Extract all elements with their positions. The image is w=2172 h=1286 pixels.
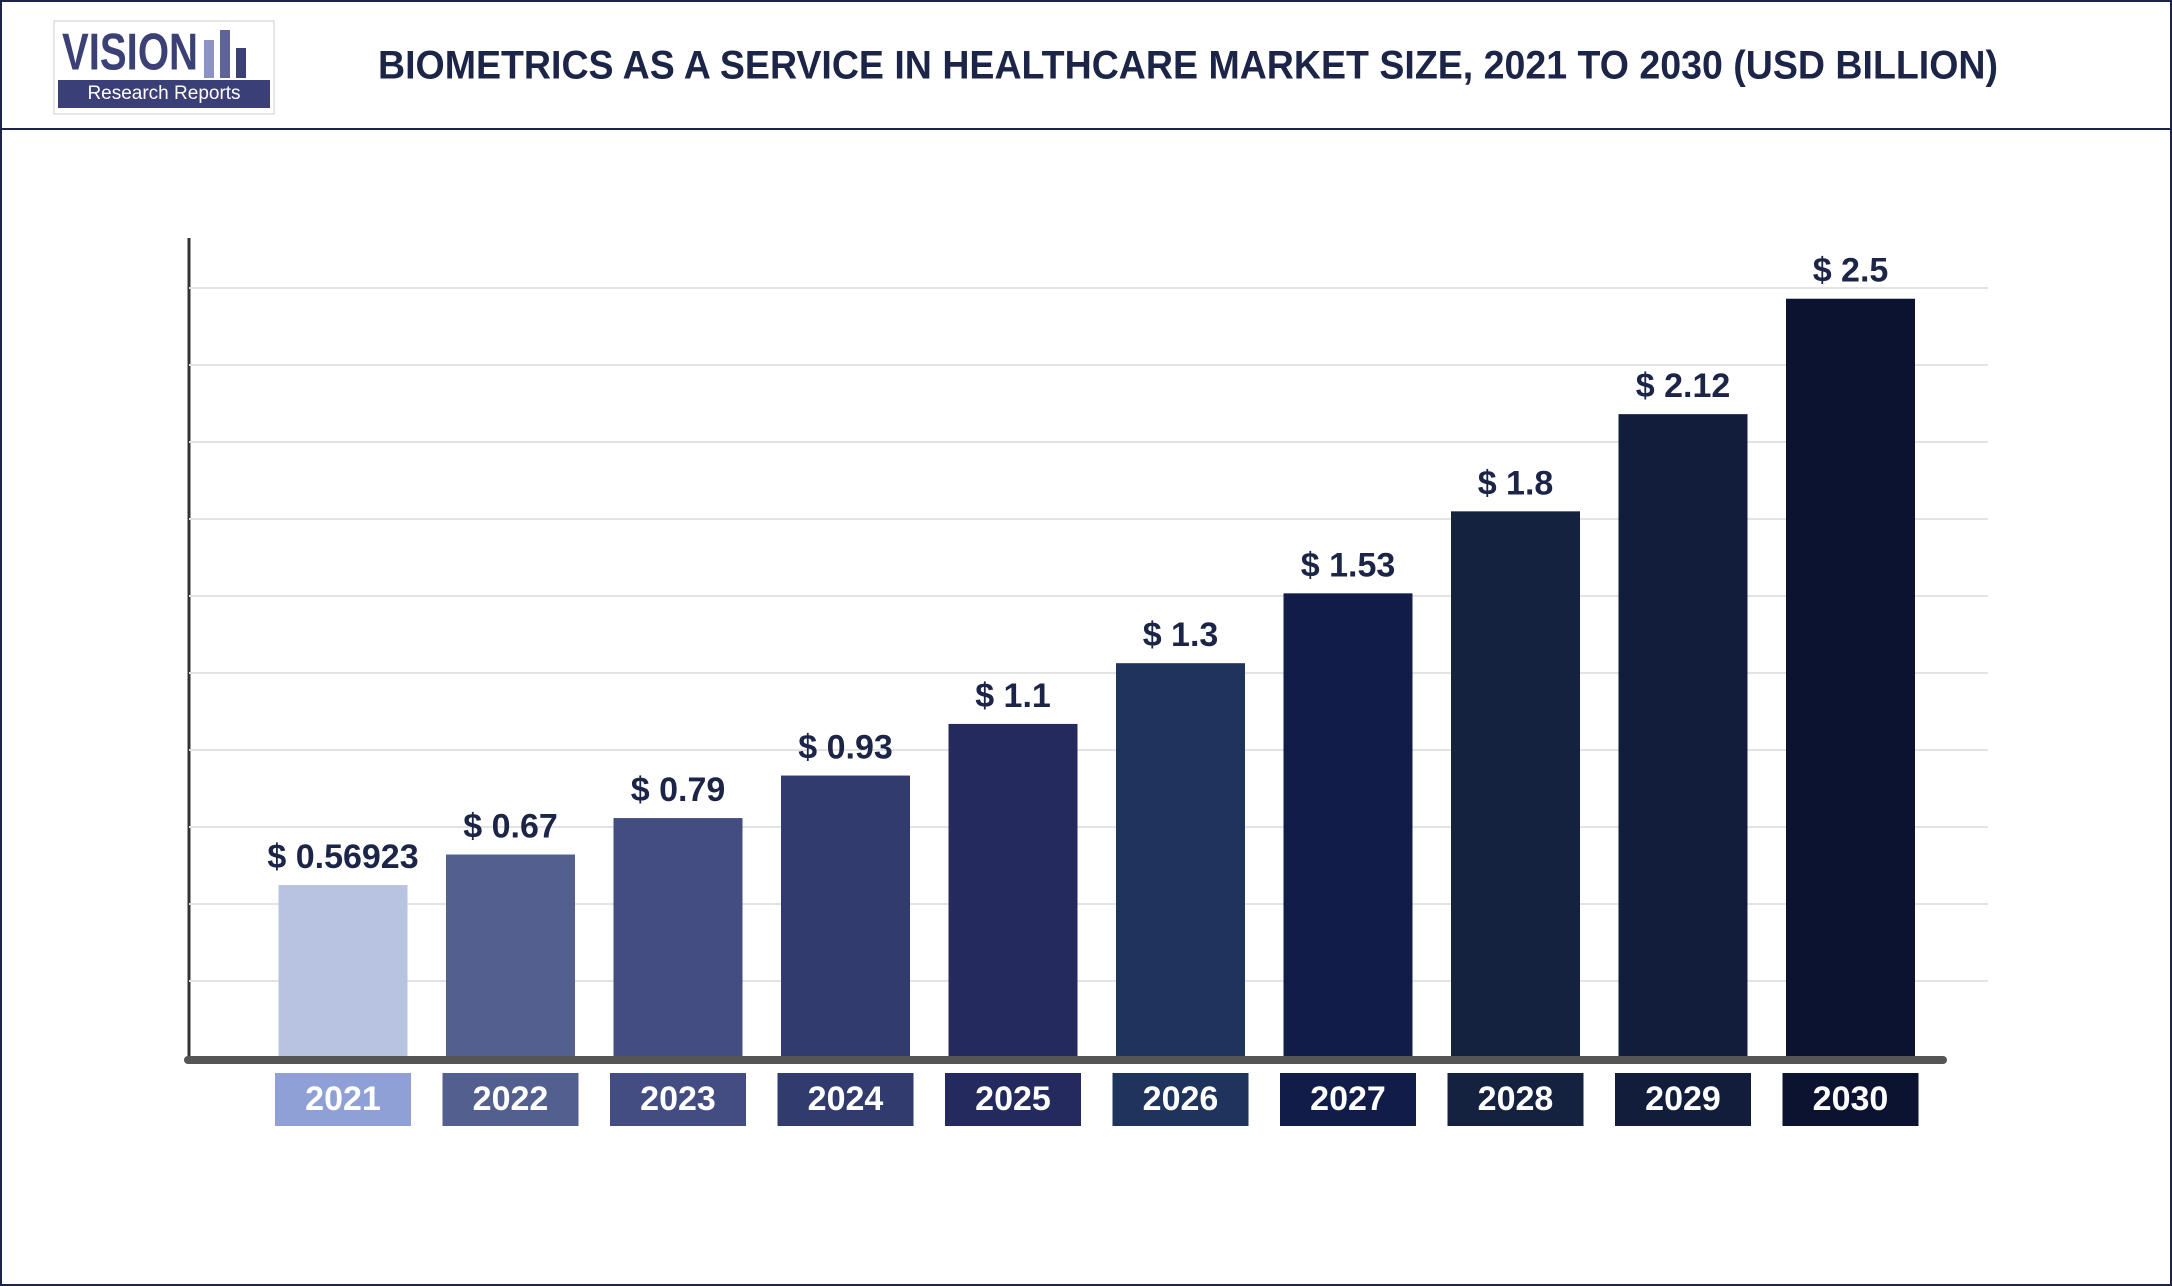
x-tick-label: 2023 [640, 1080, 716, 1118]
x-tick-label: 2025 [975, 1080, 1051, 1118]
logo: VISION Research Reports [53, 20, 275, 115]
x-tick-label: 2024 [808, 1080, 884, 1118]
value-label: $ 2.12 [1636, 367, 1731, 405]
x-tick-box [610, 1073, 746, 1126]
bar [278, 885, 408, 1058]
logo-bar [204, 40, 214, 78]
bar [1116, 663, 1245, 1058]
x-tick-label: 2022 [473, 1080, 549, 1118]
bar [1283, 593, 1413, 1058]
x-tick-box [442, 1073, 579, 1126]
x-tick-box [1615, 1073, 1751, 1126]
value-label: $ 0.93 [798, 729, 893, 767]
value-label: $ 1.53 [1301, 546, 1396, 584]
value-label: $ 0.67 [463, 808, 558, 846]
x-tick-box [275, 1073, 411, 1126]
value-label: $ 0.79 [631, 771, 726, 809]
x-tick-box [777, 1073, 914, 1126]
value-label: $ 2.5 [1813, 252, 1889, 290]
x-tick-label: 2021 [305, 1080, 381, 1118]
x-tick-box [1112, 1073, 1249, 1126]
x-tick-label: 2028 [1478, 1080, 1554, 1118]
logo-title: VISION [62, 24, 198, 82]
bar [613, 818, 743, 1058]
bar [446, 854, 575, 1058]
logo-band [58, 80, 270, 108]
bar [1618, 414, 1748, 1058]
chart-title: BIOMETRICS AS A SERVICE IN HEALTHCARE MA… [378, 44, 1998, 88]
logo-subtitle: Research Reports [87, 83, 240, 104]
x-tick-label: 2026 [1143, 1080, 1219, 1118]
logo-bar [220, 30, 230, 78]
x-tick-label: 2027 [1310, 1080, 1386, 1118]
bar [1451, 511, 1580, 1058]
x-tick-box [945, 1073, 1081, 1126]
value-label: $ 1.3 [1143, 616, 1219, 654]
x-tick-label: 2030 [1813, 1080, 1889, 1118]
x-tick-box [1447, 1073, 1584, 1126]
value-label: $ 1.1 [975, 677, 1051, 715]
x-tick-label: 2029 [1645, 1080, 1721, 1118]
value-label: $ 0.56923 [267, 838, 418, 876]
bar [948, 723, 1078, 1058]
logo-bar [236, 48, 246, 78]
x-tick-box [1280, 1073, 1416, 1126]
value-label: $ 1.8 [1478, 464, 1554, 502]
bar [1786, 298, 1915, 1059]
bar [781, 775, 910, 1058]
x-tick-box [1782, 1073, 1919, 1126]
